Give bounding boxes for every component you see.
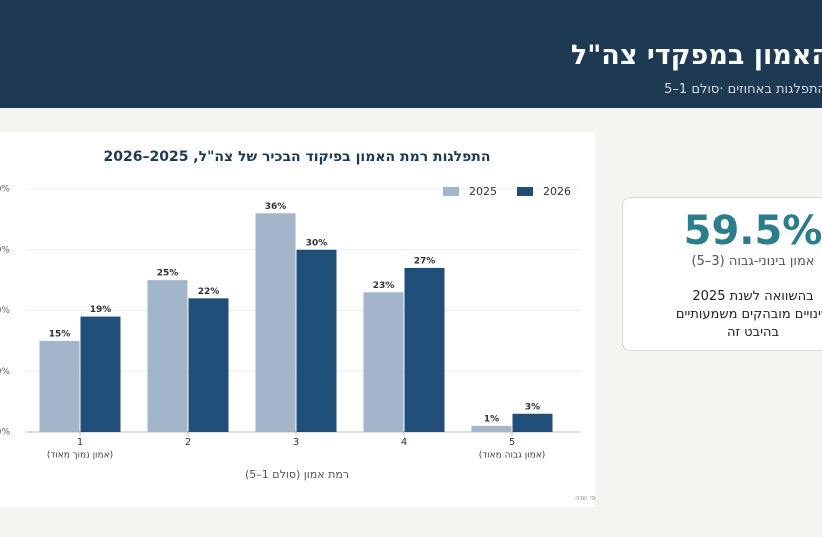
x-tick-label: 4 <box>401 437 407 448</box>
bar <box>255 213 296 432</box>
value-label: 3% <box>525 402 540 412</box>
page-title: האמון במפקדי צה"ל <box>570 40 822 71</box>
chart: התפלגות רמת האמון בפיקוד הבכיר של צה"ל, … <box>0 149 666 502</box>
y-tick-label: 20% <box>0 306 10 316</box>
bar <box>80 316 121 432</box>
chart-title: התפלגות רמת האמון בפיקוד הבכיר של צה"ל, … <box>104 149 491 165</box>
header: האמון במפקדי צה"ל התפלגות באחוזים ·סולם … <box>0 0 822 108</box>
bar <box>147 280 188 432</box>
x-tick-label: 1 <box>77 437 83 448</box>
value-label: 27% <box>414 256 436 266</box>
bar <box>188 298 229 432</box>
bar <box>39 340 80 432</box>
value-label: 36% <box>265 202 287 212</box>
value-label: 25% <box>157 269 179 279</box>
kpi-note: בהשוואה לשנת 2025 שינויים מובהקים משמעותי… <box>623 288 822 342</box>
x-tick-note: (אמון נמוך מאוד) <box>47 451 113 461</box>
x-axis-label: רמת אמון (סולם 1–5) <box>245 468 349 481</box>
value-label: 23% <box>373 281 395 291</box>
bar <box>471 425 512 432</box>
bar <box>296 249 337 432</box>
y-tick-label: 0% <box>0 428 10 438</box>
kpi-note-line: שינויים מובהקים משמעותיים <box>675 307 822 322</box>
legend-swatch <box>517 187 533 196</box>
x-tick-label: 5 <box>509 437 515 448</box>
x-tick-note: (אמון גבוה מאוד) <box>479 451 546 461</box>
value-label: 30% <box>306 238 328 248</box>
bar <box>363 292 404 432</box>
kpi-card: 59.5% אמון בינוני-גבוה (3–5) בהשוואה לשנ… <box>622 197 822 351</box>
bar <box>512 413 553 432</box>
kpi-note-line: בהשוואה לשנת 2025 <box>692 289 814 304</box>
value-label: 19% <box>90 305 112 315</box>
legend-swatch <box>443 187 459 196</box>
x-tick-label: 2 <box>185 437 191 448</box>
value-label: 15% <box>49 329 71 339</box>
kpi-label: אמון בינוני-גבוה (3–5) <box>691 254 815 269</box>
y-tick-label: 10% <box>0 367 10 377</box>
y-tick-label: 30% <box>0 245 10 255</box>
source-note: מקור: נתוני הסקר, N לפי שנה <box>575 494 595 502</box>
y-tick-label: 40% <box>0 185 10 195</box>
value-label: 1% <box>484 414 499 424</box>
kpi-note-line: בהיבט זה <box>727 325 779 340</box>
x-tick-label: 3 <box>293 437 299 448</box>
kpi-value: 59.5% <box>683 208 822 254</box>
page-subtitle: התפלגות באחוזים ·סולם 1–5 <box>664 82 822 97</box>
legend-label: 2026 <box>543 185 571 198</box>
legend-label: 2025 <box>469 185 497 198</box>
bar <box>404 267 445 432</box>
value-label: 22% <box>198 287 220 297</box>
chart-panel: התפלגות רמת האמון בפיקוד הבכיר של צה"ל, … <box>0 132 666 507</box>
